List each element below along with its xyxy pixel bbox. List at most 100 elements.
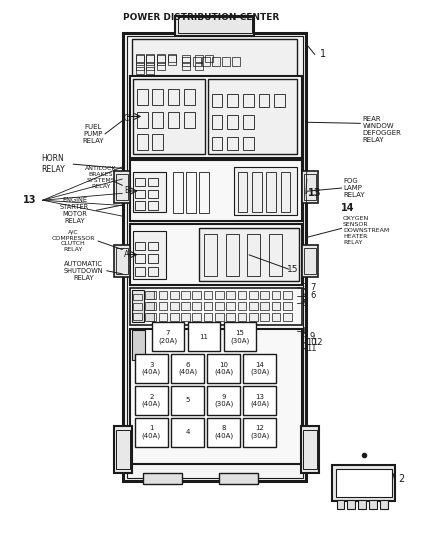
Bar	[152, 112, 163, 127]
Bar	[243, 115, 254, 128]
Bar	[130, 224, 302, 285]
Bar	[227, 115, 238, 128]
Bar	[116, 430, 130, 469]
Bar	[215, 292, 224, 300]
Bar	[132, 38, 297, 76]
Bar	[258, 94, 269, 108]
Bar	[145, 292, 154, 300]
Bar	[204, 302, 212, 310]
Bar	[224, 322, 256, 351]
Bar	[283, 313, 292, 320]
Bar	[148, 267, 158, 276]
Bar	[130, 328, 302, 464]
Bar	[116, 174, 128, 200]
Bar	[148, 241, 158, 250]
Bar	[260, 313, 269, 320]
Bar	[159, 292, 167, 300]
Bar	[207, 386, 240, 415]
Bar	[168, 54, 176, 65]
Bar	[302, 245, 318, 277]
Bar	[199, 172, 209, 214]
Bar	[204, 233, 217, 276]
Bar	[380, 500, 388, 510]
Text: 11: 11	[307, 344, 317, 353]
Bar	[146, 63, 154, 70]
Bar	[244, 418, 276, 447]
Bar	[272, 292, 280, 300]
Bar	[135, 254, 145, 263]
Bar	[136, 67, 144, 74]
Bar	[184, 90, 194, 106]
Text: 13: 13	[308, 188, 321, 198]
Bar	[168, 90, 179, 106]
Bar	[137, 90, 148, 106]
Bar	[193, 56, 201, 66]
Bar	[192, 313, 201, 320]
Bar	[114, 245, 130, 277]
Bar	[244, 386, 276, 415]
Bar	[266, 172, 276, 212]
Bar	[199, 228, 299, 281]
Bar	[176, 15, 254, 36]
Bar	[336, 469, 392, 497]
Bar	[207, 354, 240, 383]
Bar	[212, 136, 223, 150]
Bar	[114, 171, 130, 203]
Bar	[186, 172, 196, 214]
Text: 1
(40A): 1 (40A)	[142, 425, 161, 439]
Bar	[226, 313, 235, 320]
Bar	[212, 56, 220, 66]
Bar	[232, 56, 240, 66]
Bar	[152, 322, 184, 351]
Text: FOG
LAMP
RELAY: FOG LAMP RELAY	[343, 178, 365, 198]
Bar	[304, 248, 316, 274]
Bar	[269, 233, 282, 276]
Text: 15: 15	[287, 265, 299, 273]
Bar	[302, 171, 318, 203]
Bar	[204, 313, 212, 320]
Bar	[283, 302, 292, 310]
Bar	[168, 55, 176, 62]
Text: 7: 7	[310, 283, 315, 292]
Bar	[132, 290, 144, 322]
Text: 14
(30A): 14 (30A)	[250, 362, 269, 375]
Bar	[184, 112, 194, 127]
Bar	[116, 248, 128, 274]
Bar	[369, 500, 377, 510]
Bar	[157, 54, 165, 65]
Bar	[336, 500, 344, 510]
Bar	[182, 55, 190, 62]
Bar	[146, 67, 154, 74]
Bar	[227, 94, 238, 108]
Bar	[147, 302, 156, 310]
Text: ENGINE
STARTER
MOTOR
RELAY: ENGINE STARTER MOTOR RELAY	[60, 197, 89, 224]
Bar	[243, 94, 254, 108]
Bar	[202, 56, 210, 66]
Bar	[127, 36, 303, 478]
Bar	[226, 233, 239, 276]
Bar	[260, 302, 269, 310]
Text: 3
(40A): 3 (40A)	[142, 362, 161, 375]
Text: B: B	[124, 187, 129, 196]
Text: 2
(40A): 2 (40A)	[142, 394, 161, 407]
Bar	[219, 473, 258, 484]
Bar	[137, 112, 148, 127]
Text: 9: 9	[310, 332, 315, 341]
Bar	[130, 160, 302, 221]
Bar	[143, 473, 182, 484]
Bar	[135, 267, 145, 276]
Text: 12: 12	[313, 338, 323, 347]
Bar	[208, 79, 297, 154]
Bar	[347, 500, 355, 510]
Bar	[157, 63, 165, 70]
Text: 8: 8	[303, 327, 308, 336]
Bar	[148, 254, 158, 263]
Bar	[136, 63, 144, 70]
Text: ANTILOCK
BRAKES
SYSTEMS
RELAY: ANTILOCK BRAKES SYSTEMS RELAY	[85, 166, 117, 189]
Bar	[192, 302, 201, 310]
Text: 11: 11	[199, 334, 208, 340]
Bar	[227, 136, 238, 150]
Bar	[244, 354, 276, 383]
Text: 4: 4	[303, 291, 308, 300]
Text: 5: 5	[303, 299, 308, 308]
